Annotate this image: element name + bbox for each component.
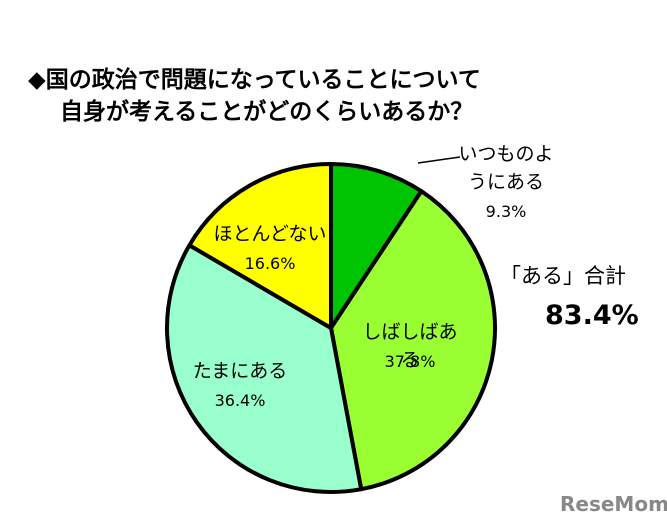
slice-label: しばしばある [362, 321, 458, 371]
pie-slice [187, 162, 333, 330]
annotation-total: 83.4% [545, 300, 639, 331]
slice-label: たまにある [192, 360, 288, 382]
chart-title: 自身が考えることがどのくらいあるか？ [60, 99, 474, 125]
pie-slice [329, 189, 497, 492]
slice-label: ほとんどない [213, 223, 327, 245]
slice-label: いつものようにある [458, 143, 554, 193]
watermark: ReseMom [560, 492, 667, 516]
value-label: 16.6% [244, 254, 296, 273]
pie-slice [165, 243, 364, 494]
chart-title: ◆国の政治で問題になっていることについて [28, 67, 481, 93]
annotation: 「ある」合計 [500, 264, 626, 288]
value-label: 36.4% [214, 391, 266, 410]
value-label: 37.8% [384, 352, 436, 371]
value-label: 9.3% [485, 202, 527, 221]
leader-line [417, 156, 461, 164]
